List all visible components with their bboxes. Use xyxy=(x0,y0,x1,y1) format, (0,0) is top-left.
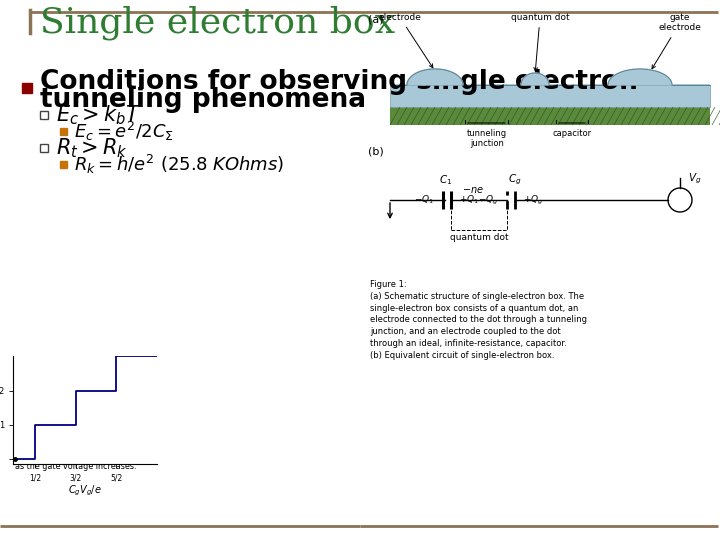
Text: $R_t > R_k$: $R_t > R_k$ xyxy=(56,136,128,160)
Bar xyxy=(390,85,710,107)
Bar xyxy=(60,128,67,135)
Text: Single electron box: Single electron box xyxy=(40,6,395,40)
Bar xyxy=(60,161,67,168)
Text: $+Q_1$: $+Q_1$ xyxy=(459,194,479,206)
Bar xyxy=(390,107,710,125)
Text: $E_c = e^2/2C_\Sigma$: $E_c = e^2/2C_\Sigma$ xyxy=(74,119,174,143)
Text: $R_k = h/e^2\ (25.8\ KOhms)$: $R_k = h/e^2\ (25.8\ KOhms)$ xyxy=(74,152,284,176)
Text: $-Q_1$: $-Q_1$ xyxy=(414,194,434,206)
Text: capacitor: capacitor xyxy=(552,129,592,138)
Text: Figure 2: Electron number
versus gate voltage characteris-
tics of single-electr: Figure 2: Electron number versus gate vo… xyxy=(15,405,145,471)
Text: $+Q_g$: $+Q_g$ xyxy=(523,193,544,206)
Polygon shape xyxy=(407,69,463,85)
Text: $-Q_g$: $-Q_g$ xyxy=(477,193,498,206)
Polygon shape xyxy=(390,69,710,85)
Bar xyxy=(40,144,48,152)
Text: Conditions for observing single electron: Conditions for observing single electron xyxy=(40,69,638,95)
Text: $E_c > k_bT$: $E_c > k_bT$ xyxy=(56,103,142,127)
Text: $C_g$: $C_g$ xyxy=(508,173,522,187)
Text: $V_g$: $V_g$ xyxy=(688,172,701,186)
Bar xyxy=(40,111,48,119)
Text: (a): (a) xyxy=(368,15,384,25)
Polygon shape xyxy=(521,73,549,85)
Text: $C_1$: $C_1$ xyxy=(439,173,453,187)
Text: Figure 1:
(a) Schematic structure of single-electron box. The
single-electron bo: Figure 1: (a) Schematic structure of sin… xyxy=(370,280,587,360)
Text: $-ne$: $-ne$ xyxy=(462,185,484,195)
Text: tunneling phenomena: tunneling phenomena xyxy=(40,87,366,113)
Text: (b): (b) xyxy=(368,147,384,157)
Text: quantum dot: quantum dot xyxy=(510,13,570,71)
Bar xyxy=(22,83,32,93)
Polygon shape xyxy=(608,69,672,85)
X-axis label: $C_gV_g/e$: $C_gV_g/e$ xyxy=(68,484,102,498)
Text: quantum dot: quantum dot xyxy=(450,233,508,242)
Text: tunneling
junction: tunneling junction xyxy=(467,129,507,149)
Text: electrode: electrode xyxy=(379,13,433,68)
Text: gate
electrode: gate electrode xyxy=(652,13,701,69)
